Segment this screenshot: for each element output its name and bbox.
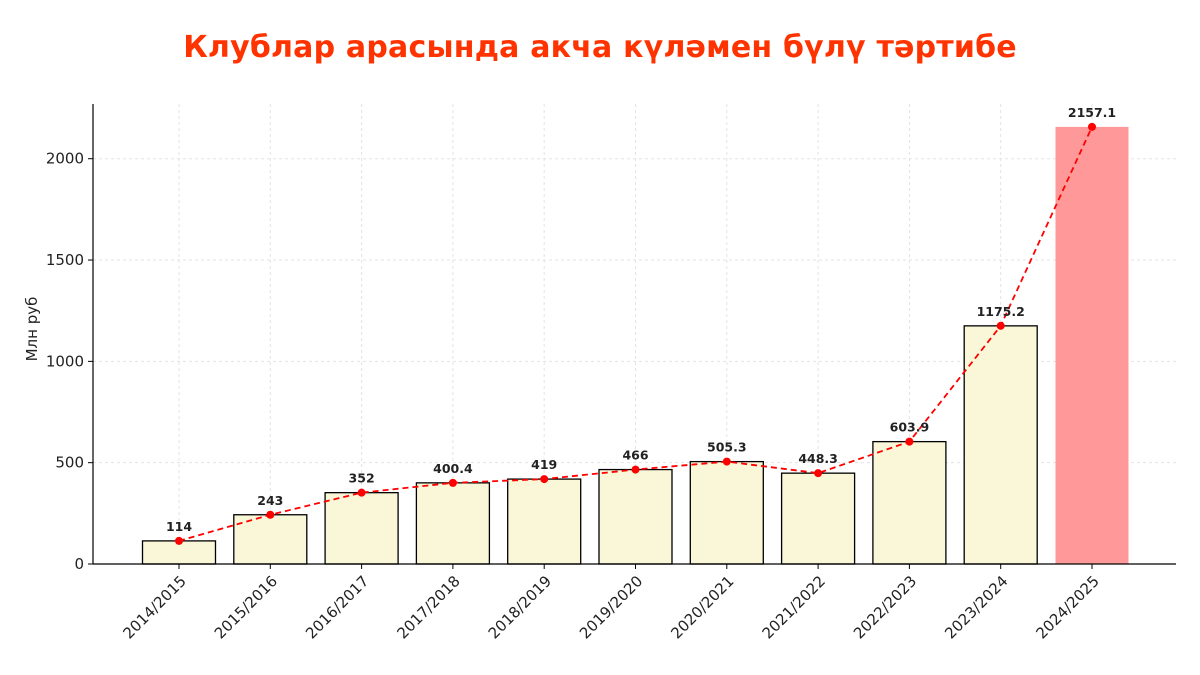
y-tick-label: 0 bbox=[74, 555, 84, 573]
bar bbox=[233, 514, 308, 565]
bar bbox=[324, 492, 399, 565]
data-label: 243 bbox=[257, 493, 283, 508]
x-tick-label: 2021/2022 bbox=[759, 572, 829, 642]
data-label: 505.3 bbox=[707, 440, 747, 455]
x-tick-label: 2019/2020 bbox=[576, 572, 646, 642]
y-tick-label: 1500 bbox=[46, 251, 84, 269]
x-tick-label: 2016/2017 bbox=[302, 572, 372, 642]
line-point bbox=[175, 536, 183, 545]
data-label: 2157.1 bbox=[1068, 105, 1116, 120]
data-label: 1175.2 bbox=[977, 304, 1025, 319]
bar bbox=[598, 468, 673, 565]
bar bbox=[872, 440, 947, 565]
x-tick-label: 2015/2016 bbox=[211, 572, 281, 642]
data-label: 419 bbox=[531, 457, 557, 472]
axes bbox=[88, 104, 1176, 569]
x-tick-label: 2017/2018 bbox=[393, 572, 463, 642]
data-label: 603.9 bbox=[890, 420, 930, 435]
bar bbox=[780, 472, 856, 565]
y-tick-label: 1000 bbox=[46, 352, 84, 370]
trend-line bbox=[175, 122, 1096, 545]
bar bbox=[963, 325, 1038, 565]
line-point bbox=[722, 457, 731, 466]
x-tick-label: 2020/2021 bbox=[667, 572, 737, 642]
line-point bbox=[448, 478, 457, 487]
x-tick-label: 2023/2024 bbox=[941, 572, 1011, 642]
line-point bbox=[540, 475, 549, 484]
line-point bbox=[996, 321, 1005, 330]
chart-title: Клублар арасында акча күләмен бүлү тәрти… bbox=[183, 30, 1017, 65]
data-label: 400.4 bbox=[433, 461, 473, 476]
line-point bbox=[631, 465, 640, 474]
bar bbox=[507, 478, 582, 565]
line-point bbox=[357, 488, 366, 497]
data-label: 448.3 bbox=[798, 451, 838, 466]
data-label: 114 bbox=[166, 519, 192, 534]
y-axis-label: Млн руб bbox=[23, 297, 41, 362]
y-tick-label: 2000 bbox=[46, 150, 84, 168]
line-point bbox=[814, 469, 823, 478]
bar bbox=[1055, 126, 1129, 564]
bar bbox=[689, 460, 764, 565]
line-point bbox=[266, 510, 275, 519]
x-tick-label: 2024/2025 bbox=[1033, 572, 1103, 642]
y-tick-label: 500 bbox=[55, 454, 84, 472]
x-tick-label: 2022/2023 bbox=[850, 572, 920, 642]
data-label: 466 bbox=[622, 448, 648, 463]
line-point bbox=[905, 437, 914, 446]
data-label: 352 bbox=[349, 471, 375, 486]
x-tick-label: 2014/2015 bbox=[120, 572, 190, 642]
bar bbox=[415, 482, 491, 565]
line-point bbox=[1088, 122, 1096, 131]
x-tick-label: 2018/2019 bbox=[485, 572, 555, 642]
